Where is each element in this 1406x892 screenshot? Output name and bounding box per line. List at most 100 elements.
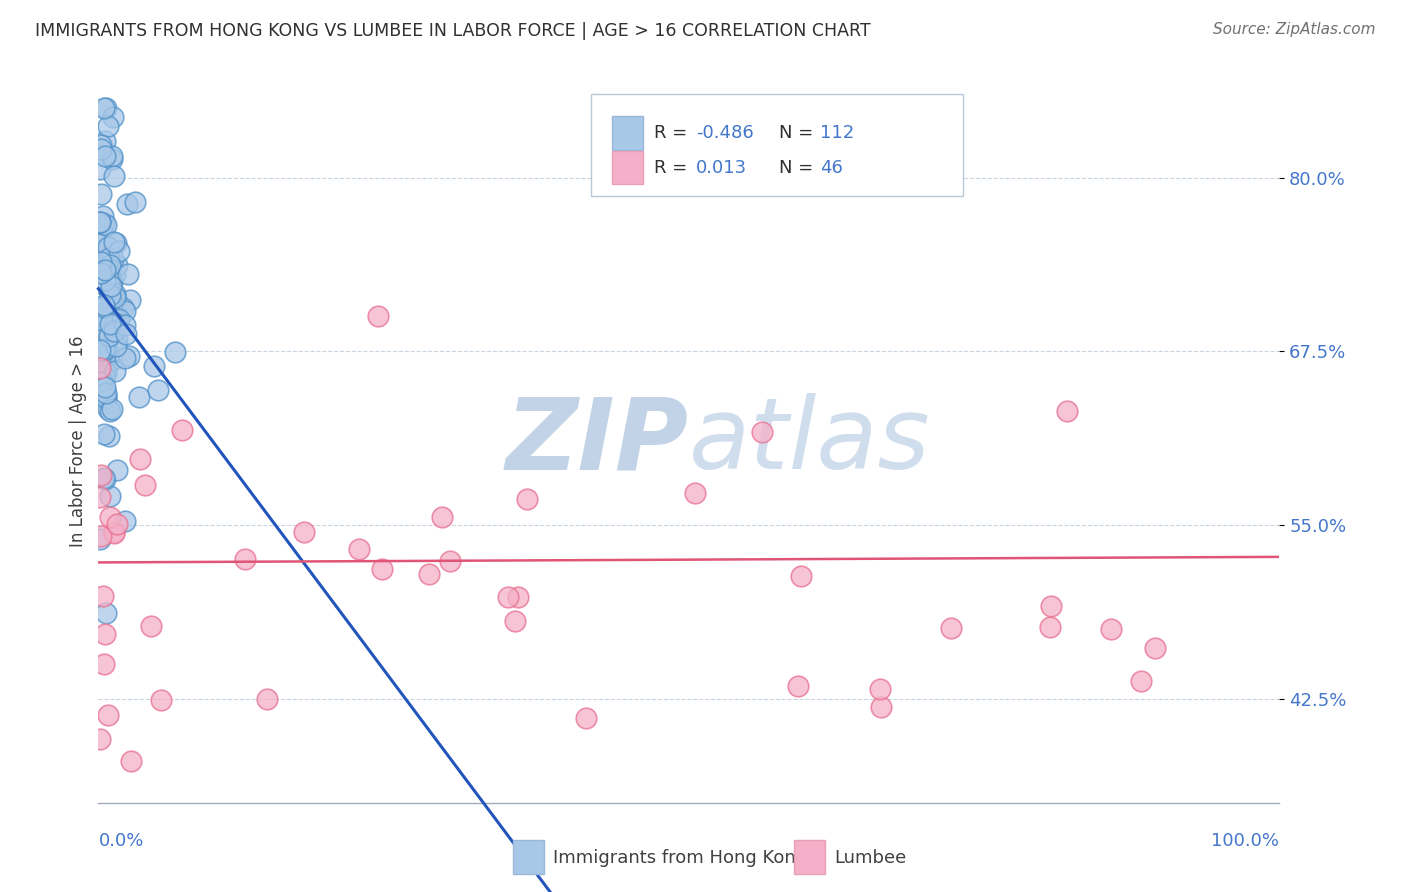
- Point: [93, 258, 115, 272]
- Point: [94, 606, 117, 620]
- Point: [90, 468, 112, 483]
- Point: [91, 325, 114, 339]
- Point: [105, 236, 128, 251]
- Point: [93, 209, 115, 223]
- Text: R =: R =: [654, 124, 693, 142]
- Point: [93, 298, 115, 312]
- Point: [94, 386, 117, 401]
- Point: [93, 343, 115, 358]
- Point: [104, 339, 127, 353]
- Point: [93, 342, 115, 356]
- Point: [117, 267, 139, 281]
- Point: [100, 404, 122, 418]
- Y-axis label: In Labor Force | Age > 16: In Labor Force | Age > 16: [69, 335, 87, 548]
- Point: [101, 402, 124, 417]
- Text: -0.486: -0.486: [696, 124, 754, 142]
- Point: [292, 524, 315, 539]
- Point: [869, 682, 891, 697]
- Point: [120, 293, 142, 307]
- Text: Immigrants from Hong Kong: Immigrants from Hong Kong: [553, 849, 807, 867]
- Point: [129, 452, 152, 467]
- Point: [98, 288, 121, 302]
- Point: [503, 614, 526, 628]
- Point: [89, 308, 111, 322]
- Point: [93, 263, 115, 277]
- Point: [103, 324, 125, 338]
- Point: [93, 273, 115, 287]
- Point: [870, 699, 893, 714]
- Point: [790, 568, 813, 582]
- Point: [1099, 622, 1122, 636]
- Point: [124, 195, 146, 210]
- Point: [1143, 640, 1166, 655]
- Point: [114, 515, 136, 529]
- Point: [418, 566, 440, 581]
- Point: [114, 303, 136, 318]
- Point: [91, 313, 114, 327]
- Point: [114, 326, 136, 341]
- Point: [1056, 404, 1078, 418]
- Text: Source: ZipAtlas.com: Source: ZipAtlas.com: [1212, 22, 1375, 37]
- Point: [751, 425, 773, 440]
- Point: [371, 562, 394, 576]
- Point: [114, 351, 136, 366]
- Point: [91, 254, 114, 268]
- Point: [98, 510, 121, 524]
- Text: 112: 112: [820, 124, 853, 142]
- Point: [150, 693, 173, 707]
- Point: [104, 287, 127, 301]
- Point: [97, 120, 120, 134]
- Point: [103, 322, 125, 336]
- Point: [89, 355, 111, 369]
- Point: [90, 137, 112, 152]
- Point: [172, 423, 194, 437]
- Text: atlas: atlas: [689, 393, 931, 490]
- Point: [104, 364, 127, 378]
- Point: [104, 268, 127, 282]
- Point: [97, 240, 120, 254]
- Point: [94, 472, 117, 486]
- Point: [118, 350, 141, 364]
- Point: [112, 301, 135, 315]
- Point: [104, 290, 127, 304]
- Point: [94, 134, 117, 148]
- Point: [90, 255, 112, 269]
- Point: [94, 149, 117, 163]
- Point: [90, 187, 112, 202]
- Point: [115, 196, 138, 211]
- Text: IMMIGRANTS FROM HONG KONG VS LUMBEE IN LABOR FORCE | AGE > 16 CORRELATION CHART: IMMIGRANTS FROM HONG KONG VS LUMBEE IN L…: [35, 22, 870, 40]
- Point: [89, 532, 111, 546]
- Point: [93, 248, 115, 262]
- Point: [516, 491, 538, 506]
- Point: [508, 591, 530, 605]
- Point: [91, 375, 114, 389]
- Text: 0.0%: 0.0%: [98, 831, 143, 850]
- Point: [1040, 599, 1063, 613]
- Point: [107, 311, 129, 326]
- Point: [103, 169, 125, 183]
- Point: [98, 268, 121, 283]
- Point: [143, 359, 166, 373]
- Point: [134, 478, 156, 492]
- Point: [91, 313, 114, 327]
- Point: [104, 316, 127, 330]
- Point: [139, 618, 162, 632]
- Text: N =: N =: [779, 124, 818, 142]
- Text: N =: N =: [779, 159, 818, 177]
- Point: [90, 266, 112, 280]
- Text: 46: 46: [820, 159, 842, 177]
- Point: [89, 343, 111, 357]
- Point: [97, 347, 120, 361]
- Point: [105, 294, 128, 309]
- Point: [93, 657, 115, 671]
- Point: [367, 310, 389, 324]
- Point: [439, 554, 461, 568]
- Point: [233, 551, 256, 566]
- Point: [97, 401, 120, 416]
- Point: [98, 429, 121, 443]
- Point: [96, 334, 118, 349]
- Point: [96, 366, 118, 380]
- Text: Lumbee: Lumbee: [834, 849, 905, 867]
- Point: [89, 237, 111, 252]
- Point: [93, 327, 115, 342]
